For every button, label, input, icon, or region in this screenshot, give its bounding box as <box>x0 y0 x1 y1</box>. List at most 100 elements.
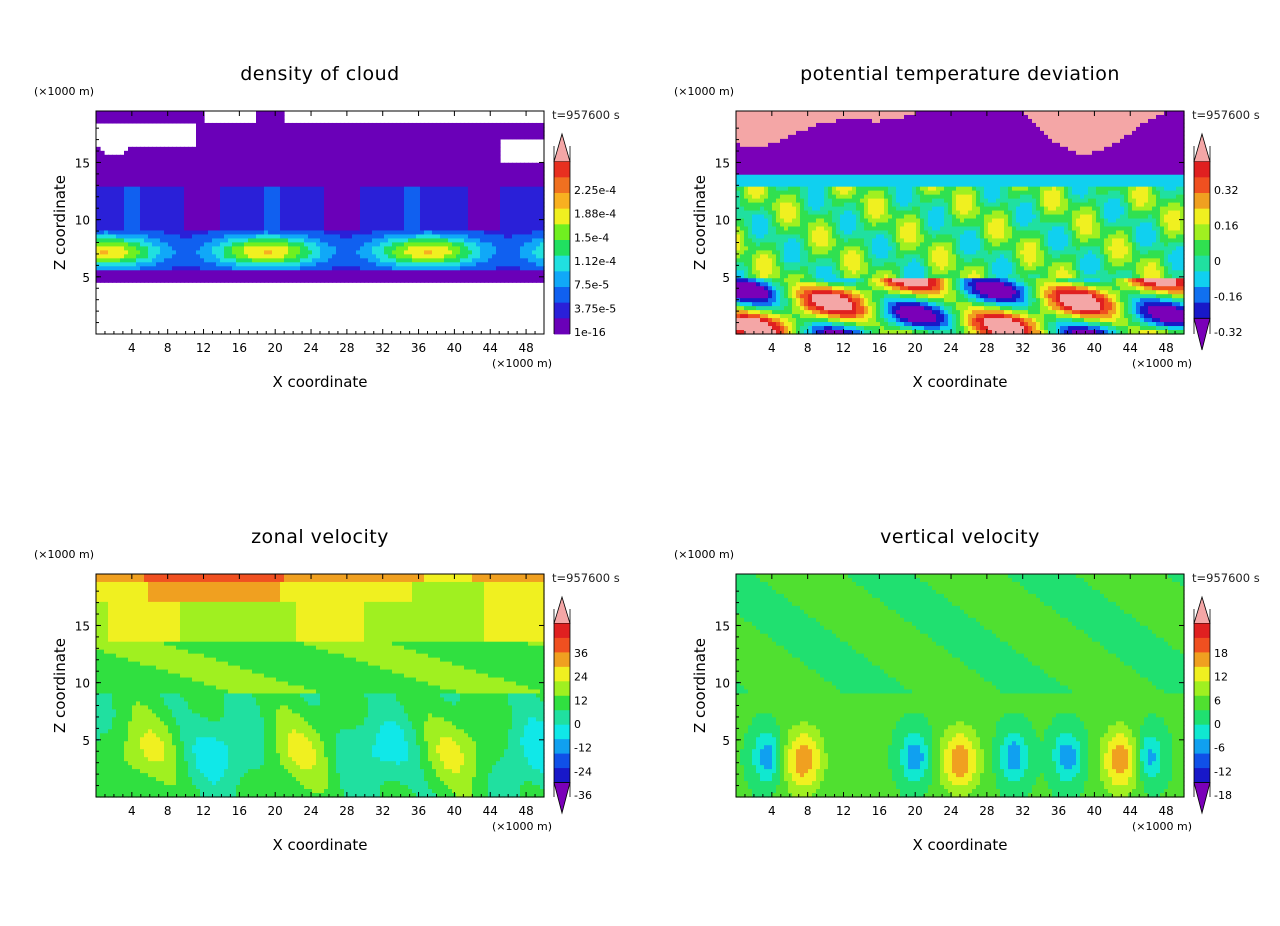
contour-cell <box>116 242 121 247</box>
contour-cell <box>100 266 105 271</box>
contour-cell <box>344 266 349 271</box>
contour-cell <box>480 134 485 140</box>
contour-cell <box>508 250 513 255</box>
contour-cell <box>532 278 537 283</box>
contour-cell <box>424 202 429 208</box>
contour-cell <box>144 146 149 152</box>
contour-cell <box>748 198 753 204</box>
contour-cell <box>116 222 121 228</box>
contour-cell <box>96 198 101 204</box>
contour-cell <box>112 166 117 172</box>
contour-cell <box>348 146 353 152</box>
contour-cell <box>140 222 145 228</box>
contour-cell <box>308 210 313 216</box>
contour-cell <box>504 278 509 283</box>
contour-cell <box>320 210 325 216</box>
contour-cell <box>404 270 409 275</box>
contour-cell <box>444 246 449 251</box>
contour-cell <box>372 134 377 140</box>
contour-cell <box>380 238 385 244</box>
contour-cell <box>132 190 137 196</box>
contour-cell <box>120 210 125 216</box>
contour-cell <box>416 130 421 136</box>
contour-cell <box>748 111 753 116</box>
contour-cell <box>372 210 377 216</box>
contour-cell <box>496 158 501 164</box>
contour-cell <box>248 150 253 156</box>
contour-cell <box>420 190 425 196</box>
contour-cell <box>220 214 225 220</box>
contour-cell <box>344 158 349 164</box>
contour-cell <box>200 214 205 220</box>
contour-cell <box>324 146 329 152</box>
contour-cell <box>340 234 345 240</box>
contour-cell <box>464 166 469 172</box>
contour-cell <box>444 174 449 180</box>
contour-cell <box>392 194 397 200</box>
contour-cell <box>156 254 161 259</box>
contour-cell <box>380 250 385 255</box>
contour-cell <box>256 122 261 128</box>
contour-cell <box>752 154 757 160</box>
contour-cell <box>292 258 297 263</box>
contour-cell <box>740 111 745 116</box>
contour-cell <box>284 270 289 275</box>
contour-cell <box>408 190 413 196</box>
contour-cell <box>756 234 761 240</box>
contour-cell <box>212 142 217 148</box>
contour-cell <box>200 122 205 128</box>
contour-cell <box>420 162 425 168</box>
contour-cell <box>212 178 217 184</box>
contour-cell <box>376 278 381 283</box>
contour-cell <box>528 258 533 263</box>
contour-cell <box>192 194 197 200</box>
contour-cell <box>216 266 221 271</box>
contour-cell <box>400 266 405 271</box>
contour-cell <box>468 218 473 224</box>
contour-cell <box>304 170 309 176</box>
contour-cell <box>128 262 133 267</box>
contour-cell <box>480 166 485 172</box>
contour-cell <box>484 126 489 132</box>
contour-cell <box>256 178 261 184</box>
contour-cell <box>248 266 253 271</box>
contour-cell <box>176 162 181 168</box>
contour-cell <box>172 262 177 267</box>
contour-cell <box>204 262 209 267</box>
contour-cell <box>336 270 341 275</box>
contour-cell <box>120 238 125 244</box>
contour-cell <box>296 182 301 188</box>
contour-cell <box>188 218 193 224</box>
contour-cell <box>392 278 397 283</box>
contour-cell <box>308 150 313 156</box>
contour-cell <box>120 182 125 188</box>
contour-cell <box>464 222 469 228</box>
contour-cell <box>116 270 121 275</box>
contour-cell <box>404 142 409 148</box>
contour-cell <box>480 154 485 160</box>
contour-cell <box>512 254 517 259</box>
contour-cell <box>364 186 369 192</box>
contour-cell <box>368 210 373 216</box>
contour-cell <box>200 202 205 208</box>
contour-cell <box>424 238 429 244</box>
contour-cell <box>152 242 157 247</box>
contour-cell <box>472 230 477 236</box>
contour-cell <box>336 150 341 156</box>
contour-cell <box>108 210 113 216</box>
contour-cell <box>532 178 537 184</box>
contour-cell <box>204 198 209 204</box>
contour-cell <box>328 262 333 267</box>
contour-cell <box>184 274 189 279</box>
contour-cell <box>520 258 525 263</box>
contour-cell <box>144 166 149 172</box>
contour-cell <box>196 122 201 128</box>
contour-cell <box>128 230 133 236</box>
contour-cell <box>440 242 445 247</box>
contour-cell <box>328 186 333 192</box>
contour-cell <box>204 150 209 156</box>
contour-cell <box>748 242 753 247</box>
contour-cell <box>168 170 173 176</box>
contour-cell <box>148 150 153 156</box>
contour-cell <box>124 118 129 124</box>
